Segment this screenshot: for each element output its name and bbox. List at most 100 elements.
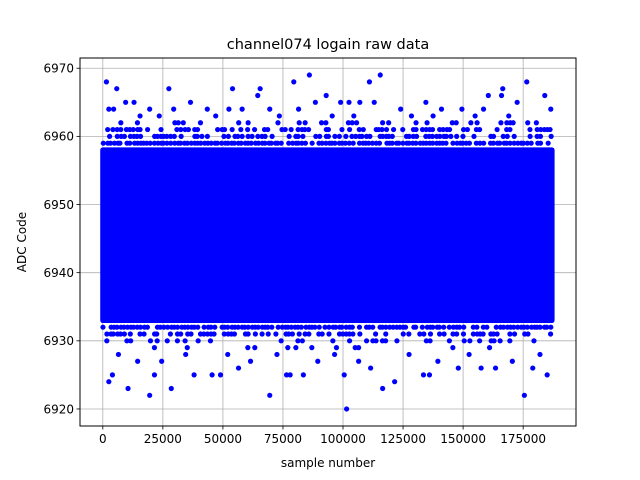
sample-point	[286, 133, 292, 139]
sample-point	[127, 140, 133, 146]
sample-point	[265, 126, 271, 133]
sample-point	[245, 120, 251, 126]
sample-point	[300, 372, 306, 378]
sample-point	[336, 133, 342, 139]
sample-point	[380, 385, 386, 392]
sample-point	[459, 106, 465, 112]
sample-point	[276, 113, 282, 119]
sample-point	[417, 331, 423, 337]
sample-point	[131, 99, 137, 105]
sample-point	[137, 113, 143, 119]
sample-point	[326, 324, 332, 330]
sample-point	[515, 324, 521, 330]
sample-point	[121, 133, 128, 139]
sample-point	[100, 140, 106, 146]
sample-point	[312, 99, 318, 105]
sample-point	[174, 324, 181, 330]
sample-point	[474, 120, 480, 126]
sample-point	[184, 345, 190, 351]
sample-point	[537, 133, 544, 139]
sample-point	[506, 113, 512, 119]
sample-point	[151, 372, 158, 378]
sample-point	[137, 126, 143, 133]
sample-point	[537, 351, 543, 358]
sample-point	[265, 331, 271, 337]
sample-point	[247, 358, 254, 364]
y-tick-label: 6930	[43, 334, 74, 348]
sample-point	[208, 324, 214, 330]
sample-point	[356, 324, 363, 330]
y-tick-label: 6940	[43, 266, 74, 280]
sample-point	[380, 120, 386, 126]
sample-point	[178, 331, 184, 337]
sample-point	[111, 106, 117, 112]
sample-point	[440, 126, 446, 133]
sample-point	[322, 324, 328, 330]
sample-point	[154, 331, 160, 337]
sample-point	[160, 140, 167, 146]
sample-point	[259, 331, 265, 337]
y-axis-ticks: 6920 6930 6940 6950 6960 6970	[43, 62, 80, 416]
sample-point	[356, 140, 363, 146]
sample-point	[325, 126, 331, 133]
sample-point	[191, 372, 197, 378]
sample-point	[288, 324, 295, 330]
x-tick-label: 100000	[320, 432, 366, 446]
sample-point	[295, 126, 301, 133]
sample-point	[408, 113, 415, 119]
sample-point	[134, 120, 141, 126]
sample-point	[226, 106, 232, 112]
sample-point	[544, 372, 550, 378]
sample-point	[480, 106, 487, 112]
sample-point	[382, 338, 389, 344]
sample-point	[339, 126, 345, 133]
sample-point	[498, 120, 504, 126]
sample-point	[350, 140, 356, 146]
sample-point	[446, 338, 453, 344]
sample-point	[315, 358, 321, 364]
sample-point	[135, 358, 141, 364]
sample-point	[533, 120, 539, 126]
sample-point	[477, 126, 483, 133]
sample-point	[269, 324, 275, 330]
sample-point	[527, 126, 533, 133]
sample-point	[168, 140, 174, 146]
sample-point	[460, 126, 467, 133]
sample-point	[110, 126, 116, 133]
sample-point	[511, 331, 518, 337]
sample-point	[507, 331, 513, 337]
sample-point	[252, 345, 258, 351]
sample-point	[424, 120, 430, 126]
sample-point	[357, 331, 363, 337]
sample-point	[345, 120, 351, 126]
sample-point	[441, 324, 447, 330]
sample-point	[344, 406, 350, 412]
sample-point	[356, 358, 362, 364]
sample-point	[105, 126, 111, 133]
sample-point	[114, 133, 120, 139]
sample-point	[339, 324, 345, 330]
sample-point	[106, 379, 112, 385]
sample-point	[211, 331, 217, 337]
sample-point	[114, 324, 120, 330]
sample-point	[215, 126, 221, 133]
sample-point	[201, 331, 207, 337]
sample-point	[383, 126, 390, 133]
sample-point	[421, 331, 427, 337]
sample-point	[288, 126, 294, 133]
sample-point	[346, 338, 353, 344]
sample-point	[353, 120, 360, 126]
sample-point	[309, 140, 315, 146]
sample-point	[537, 324, 543, 330]
sample-point	[295, 106, 302, 112]
sample-point	[490, 133, 497, 139]
sample-point	[214, 140, 220, 146]
sample-point	[490, 331, 497, 337]
sample-point	[511, 140, 517, 146]
sample-point	[245, 126, 251, 133]
sample-point	[346, 99, 352, 105]
sample-point	[443, 140, 449, 146]
y-axis-label: ADC Code	[15, 212, 29, 272]
sample-point	[262, 140, 268, 146]
sample-point	[430, 140, 436, 146]
